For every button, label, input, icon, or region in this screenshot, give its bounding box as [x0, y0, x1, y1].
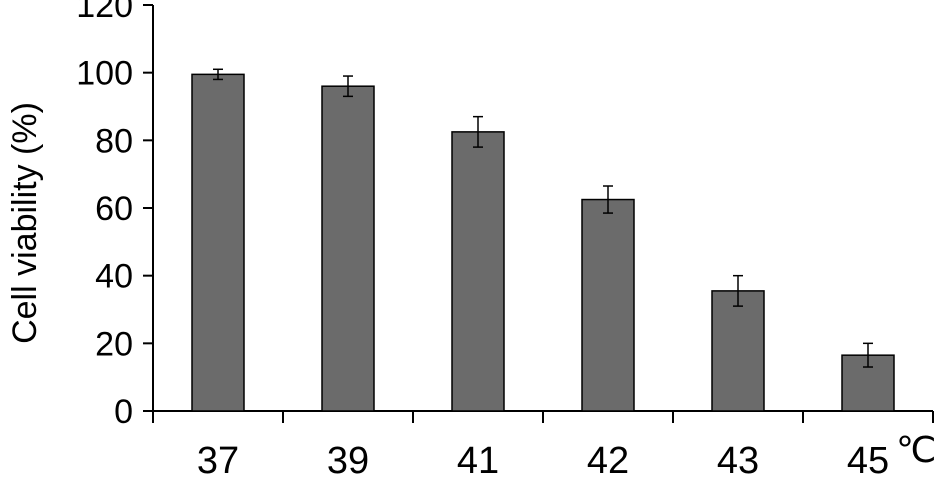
- bar-45: [841, 354, 895, 412]
- y-tick-label: 20: [95, 325, 133, 363]
- y-axis-label: Cell viability (%): [6, 102, 44, 344]
- x-tick-label: 45: [847, 440, 889, 477]
- x-tick-label: 37: [197, 440, 239, 477]
- bar-41: [451, 131, 505, 412]
- y-tick-label: 100: [76, 55, 133, 93]
- bar-43: [711, 290, 765, 412]
- axes: [152, 5, 933, 412]
- y-tick-label: 120: [76, 0, 133, 25]
- error-bars: [213, 68, 873, 368]
- y-tick-label: 80: [95, 122, 133, 160]
- x-ticks: 37 39 41 42 43 45: [152, 411, 934, 477]
- x-tick-label: 39: [327, 440, 369, 477]
- y-tick-label: 0: [114, 393, 133, 431]
- y-tick-label: 40: [95, 258, 133, 296]
- x-axis-unit-label: ℃: [896, 430, 935, 470]
- x-tick-label: 41: [457, 440, 499, 477]
- bar-39: [321, 85, 375, 412]
- y-tick-label: 60: [95, 190, 133, 228]
- bar-37: [191, 73, 245, 412]
- y-ticks: 0 20 40 60 80 100 120: [76, 0, 153, 431]
- x-tick-label: 43: [717, 440, 759, 477]
- bars: [191, 73, 895, 412]
- x-tick-label: 42: [587, 440, 629, 477]
- bar-42: [581, 198, 635, 412]
